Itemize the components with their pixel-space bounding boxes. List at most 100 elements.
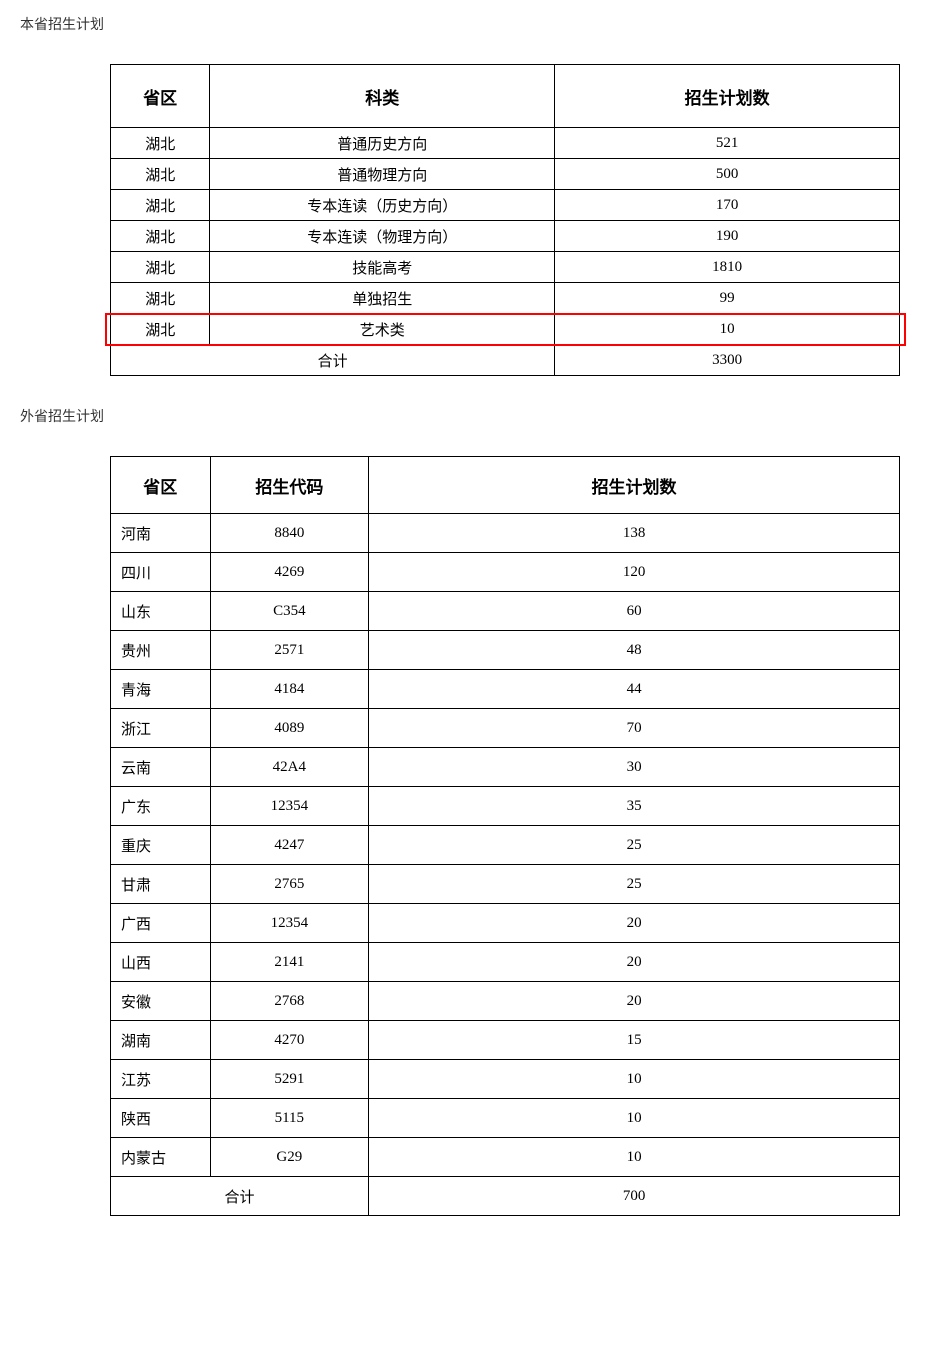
table-row: 山西214120 (111, 943, 900, 982)
table2-cell-count: 20 (369, 943, 900, 982)
table1-cell-province: 湖北 (111, 283, 210, 314)
table1-cell-count: 10 (555, 314, 900, 345)
table2-cell-code: 4270 (210, 1021, 369, 1060)
table-row: 湖南427015 (111, 1021, 900, 1060)
table1-header-row: 省区 科类 招生计划数 (111, 65, 900, 128)
table2-cell-code: 5291 (210, 1060, 369, 1099)
table2-cell-count: 10 (369, 1099, 900, 1138)
table2-cell-province: 贵州 (111, 631, 211, 670)
table2-col-code: 招生代码 (210, 457, 369, 514)
table-row: 浙江408970 (111, 709, 900, 748)
table2-cell-province: 甘肃 (111, 865, 211, 904)
table2-total-row: 合计700 (111, 1177, 900, 1216)
table-row: 湖北普通物理方向500 (111, 159, 900, 190)
table2-cell-count: 25 (369, 826, 900, 865)
table2-cell-province: 广东 (111, 787, 211, 826)
table2-cell-province: 河南 (111, 514, 211, 553)
table1-cell-category: 单独招生 (210, 283, 555, 314)
table1-cell-category: 专本连读（历史方向） (210, 190, 555, 221)
table2-cell-province: 山东 (111, 592, 211, 631)
table2-cell-count: 25 (369, 865, 900, 904)
table2-cell-province: 青海 (111, 670, 211, 709)
table-row: 山东C35460 (111, 592, 900, 631)
section2-title: 外省招生计划 (20, 406, 918, 426)
table1-wrapper: 省区 科类 招生计划数 湖北普通历史方向521湖北普通物理方向500湖北专本连读… (110, 64, 918, 376)
table1-cell-count: 99 (555, 283, 900, 314)
table-row: 安徽276820 (111, 982, 900, 1021)
table-row: 湖北普通历史方向521 (111, 128, 900, 159)
table2-cell-province: 安徽 (111, 982, 211, 1021)
table1-cell-category: 普通物理方向 (210, 159, 555, 190)
table2-header-row: 省区 招生代码 招生计划数 (111, 457, 900, 514)
table2-cell-province: 湖南 (111, 1021, 211, 1060)
table2-cell-code: 2571 (210, 631, 369, 670)
table1-cell-count: 500 (555, 159, 900, 190)
table2-cell-code: 42A4 (210, 748, 369, 787)
table-row: 湖北专本连读（历史方向）170 (111, 190, 900, 221)
table2-col-province: 省区 (111, 457, 211, 514)
table2-cell-count: 20 (369, 982, 900, 1021)
section1-title: 本省招生计划 (20, 14, 918, 34)
table2-col-count: 招生计划数 (369, 457, 900, 514)
table2-cell-code: 4089 (210, 709, 369, 748)
table2-cell-count: 15 (369, 1021, 900, 1060)
table-row: 广东1235435 (111, 787, 900, 826)
table-row: 湖北专本连读（物理方向）190 (111, 221, 900, 252)
table2-cell-code: 8840 (210, 514, 369, 553)
table-row: 内蒙古G2910 (111, 1138, 900, 1177)
table2-wrapper: 省区 招生代码 招生计划数 河南8840138四川4269120山东C35460… (110, 456, 918, 1216)
table2-cell-province: 广西 (111, 904, 211, 943)
table1-cell-count: 190 (555, 221, 900, 252)
table1-cell-count: 1810 (555, 252, 900, 283)
table-row: 湖北单独招生99 (111, 283, 900, 314)
table2-cell-count: 70 (369, 709, 900, 748)
table2-cell-code: 2765 (210, 865, 369, 904)
table2-cell-count: 120 (369, 553, 900, 592)
table2-cell-count: 44 (369, 670, 900, 709)
table2-cell-province: 江苏 (111, 1060, 211, 1099)
table1-total-label: 合计 (111, 345, 555, 376)
table1-cell-province: 湖北 (111, 190, 210, 221)
table1-cell-province: 湖北 (111, 252, 210, 283)
table1-cell-province: 湖北 (111, 221, 210, 252)
table2-cell-code: 2141 (210, 943, 369, 982)
table2-cell-count: 35 (369, 787, 900, 826)
table1-col-category: 科类 (210, 65, 555, 128)
table2-cell-code: 4247 (210, 826, 369, 865)
table-row: 湖北艺术类10 (111, 314, 900, 345)
table-row: 四川4269120 (111, 553, 900, 592)
table2-total-label: 合计 (111, 1177, 369, 1216)
table-row: 广西1235420 (111, 904, 900, 943)
table1-cell-category: 艺术类 (210, 314, 555, 345)
table2-cell-count: 10 (369, 1060, 900, 1099)
table2-cell-code: 2768 (210, 982, 369, 1021)
table-row: 青海418444 (111, 670, 900, 709)
table2-cell-province: 陕西 (111, 1099, 211, 1138)
table-other-province: 省区 招生代码 招生计划数 河南8840138四川4269120山东C35460… (110, 456, 900, 1216)
table2-cell-province: 云南 (111, 748, 211, 787)
table2-cell-code: 4269 (210, 553, 369, 592)
table-row: 江苏529110 (111, 1060, 900, 1099)
table2-cell-province: 重庆 (111, 826, 211, 865)
table1-col-province: 省区 (111, 65, 210, 128)
table1-col-count: 招生计划数 (555, 65, 900, 128)
table1-cell-count: 170 (555, 190, 900, 221)
table2-cell-count: 20 (369, 904, 900, 943)
table2-cell-province: 山西 (111, 943, 211, 982)
table1-cell-province: 湖北 (111, 159, 210, 190)
table2-cell-code: 4184 (210, 670, 369, 709)
table2-cell-count: 48 (369, 631, 900, 670)
table-row: 陕西511510 (111, 1099, 900, 1138)
table-local-province: 省区 科类 招生计划数 湖北普通历史方向521湖北普通物理方向500湖北专本连读… (110, 64, 900, 376)
table1-cell-category: 普通历史方向 (210, 128, 555, 159)
table2-cell-code: 12354 (210, 904, 369, 943)
table1-cell-province: 湖北 (111, 314, 210, 345)
table2-cell-code: 12354 (210, 787, 369, 826)
table1-cell-category: 专本连读（物理方向） (210, 221, 555, 252)
table2-cell-code: G29 (210, 1138, 369, 1177)
table1-cell-count: 521 (555, 128, 900, 159)
table2-cell-code: 5115 (210, 1099, 369, 1138)
table1-cell-category: 技能高考 (210, 252, 555, 283)
table-row: 云南42A430 (111, 748, 900, 787)
table2-cell-province: 四川 (111, 553, 211, 592)
